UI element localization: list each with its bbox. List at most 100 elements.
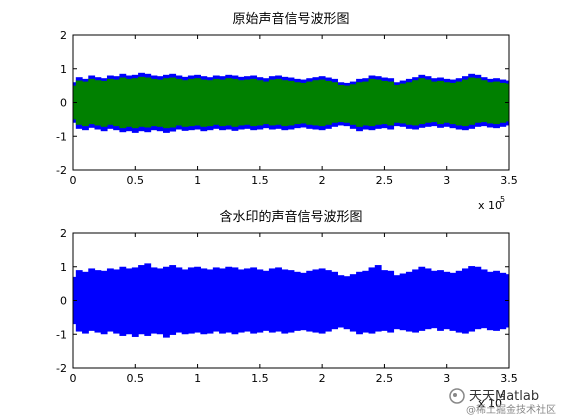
- envelope-bar: [424, 79, 432, 123]
- envelope-bar: [493, 81, 500, 125]
- envelope-bar: [318, 268, 326, 334]
- x-tick-label: 1: [194, 174, 201, 187]
- y-tick-label: -2: [56, 362, 67, 375]
- envelope-bar: [250, 267, 258, 334]
- x-tick-label: 0: [70, 174, 77, 187]
- envelope-bar: [461, 79, 469, 127]
- x-tick-label: 1: [194, 372, 201, 385]
- envelope-bar: [88, 268, 96, 331]
- envelope-bar: [287, 270, 295, 333]
- envelope-bar: [119, 77, 127, 129]
- envelope-bar: [399, 83, 407, 124]
- envelope-bar: [387, 270, 395, 333]
- envelope-bar: [256, 80, 264, 126]
- envelope-bar: [125, 78, 133, 127]
- envelope-bar: [331, 271, 339, 330]
- envelope-bar: [200, 79, 208, 127]
- envelope-bar: [163, 78, 170, 129]
- envelope-bar: [100, 80, 108, 127]
- subplot: 原始声音信号波形图 0 0.5 1 1.5 2 2.5 3 3.5 -2 -1 0 1 2 x 105: [56, 11, 518, 212]
- envelope-bar: [343, 85, 351, 123]
- envelope-bar: [131, 78, 139, 129]
- envelope-bar: [94, 270, 102, 333]
- envelope-bar: [219, 79, 226, 127]
- signal: [73, 76, 509, 129]
- envelope-bar: [194, 266, 201, 333]
- envelope-bar: [418, 266, 426, 331]
- chart-title: 原始声音信号波形图: [232, 11, 349, 27]
- envelope-bar: [468, 77, 476, 125]
- envelope-bar: [381, 270, 388, 331]
- envelope-bar: [449, 82, 457, 125]
- envelope-bar: [106, 78, 114, 125]
- envelope-bar: [275, 267, 282, 332]
- envelope-bar: [150, 78, 158, 127]
- envelope-bar: [187, 267, 195, 334]
- envelope-bar: [461, 268, 469, 334]
- envelope-bar: [381, 80, 388, 125]
- envelope-bar: [237, 269, 245, 333]
- envelope-bar: [356, 271, 363, 335]
- x-tick-label: 2: [319, 372, 326, 385]
- x-scale-exponent: 5: [500, 195, 505, 204]
- envelope-bar: [312, 269, 320, 333]
- envelope-bar: [144, 263, 152, 336]
- envelope-bar: [262, 81, 270, 125]
- envelope-bar: [362, 270, 370, 333]
- envelope-bar: [356, 82, 363, 127]
- envelope-bar: [156, 79, 164, 127]
- x-tick-label: 0: [70, 372, 77, 385]
- envelope-bar: [131, 267, 139, 337]
- envelope-bar: [324, 80, 332, 125]
- envelope-bar: [175, 267, 183, 333]
- envelope-bar: [268, 268, 276, 333]
- envelope-bar: [200, 268, 208, 335]
- x-scale-label: x 10: [478, 397, 502, 410]
- watermark-icon: [449, 388, 465, 404]
- envelope-bar: [100, 270, 108, 335]
- envelope-bar: [405, 82, 413, 125]
- envelope-bar: [474, 78, 482, 123]
- envelope-bar: [275, 78, 282, 125]
- envelope-bar: [437, 80, 444, 125]
- envelope-bar: [219, 268, 226, 334]
- x-scale-exponent: 5: [500, 393, 505, 402]
- envelope-bar: [119, 266, 127, 336]
- envelope-bar: [113, 269, 121, 334]
- envelope-bar: [349, 84, 357, 125]
- watermark: 天天Matlab @稀土掘金技术社区: [449, 388, 556, 416]
- envelope-bar: [343, 276, 351, 330]
- y-tick-label: 1: [60, 63, 67, 76]
- envelope-bar: [324, 270, 332, 332]
- envelope-bar: [318, 79, 326, 127]
- plot-area: [73, 72, 509, 133]
- y-tick-label: -2: [56, 164, 67, 177]
- envelope-bar: [225, 78, 233, 126]
- envelope-bar: [156, 268, 164, 335]
- envelope-bar: [331, 82, 339, 123]
- envelope-bar: [138, 265, 145, 335]
- x-scale-label: x 10: [478, 199, 502, 212]
- envelope-bar: [293, 82, 301, 125]
- envelope-bar: [405, 271, 413, 332]
- envelope-bar: [256, 269, 264, 333]
- envelope-bar: [480, 80, 488, 123]
- envelope-bar: [287, 80, 295, 126]
- envelope-bar: [300, 82, 307, 124]
- envelope-bar: [430, 270, 438, 329]
- x-tick-label: 2.5: [376, 174, 394, 187]
- envelope-bar: [455, 270, 463, 333]
- envelope-bar: [94, 80, 102, 126]
- envelope-bar: [424, 268, 432, 330]
- envelope-bar: [212, 267, 220, 332]
- envelope-bar: [300, 272, 307, 331]
- envelope-bar: [362, 81, 370, 126]
- envelope-bar: [237, 80, 245, 126]
- envelope-bar: [281, 269, 289, 334]
- y-tick-label: -1: [56, 130, 67, 143]
- envelope-bar: [374, 79, 382, 125]
- envelope-bar: [293, 271, 301, 331]
- envelope-bar: [474, 266, 482, 330]
- envelope-bar: [231, 78, 239, 127]
- envelope-bar: [82, 81, 89, 127]
